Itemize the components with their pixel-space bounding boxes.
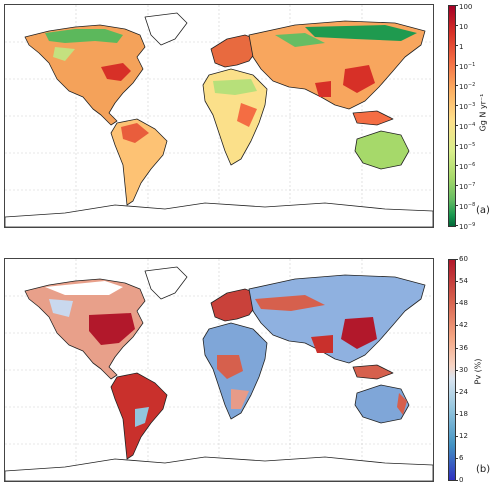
- colorbar-b-tick: 36: [455, 344, 468, 352]
- colorbar-b-title: Pv (%): [473, 358, 483, 385]
- colorbar-a-tick: 10−9: [454, 222, 476, 231]
- colorbar-a-tick: 10−3: [454, 102, 476, 111]
- panel-label-b: (b): [476, 464, 491, 475]
- colorbar-a-tick: 100: [454, 3, 473, 11]
- maritime-se-asia: [352, 364, 394, 380]
- colorbar-b-tick: 30: [455, 366, 468, 374]
- colorbar-b-tick: 6: [454, 454, 464, 462]
- asia: [248, 274, 426, 364]
- colorbar-a-tick: 10−2: [454, 82, 476, 91]
- colorbar-a-tick: 10−7: [454, 182, 476, 191]
- colorbar-a-tick: 10−5: [454, 142, 476, 151]
- australia: [354, 384, 410, 424]
- colorbar-a-tick: 10: [455, 23, 468, 31]
- map-panel-a: 100 10 1 10−1 10−2 10−3 10−4 10−5 10−6 1…: [4, 3, 490, 231]
- colorbar-a-tick: 1: [454, 43, 464, 51]
- panel-label-a: (a): [476, 205, 490, 216]
- map-panel-b: 60 54 48 42 36 30 24 18 12 6 0 Pv (%) (b…: [0, 243, 500, 486]
- greenland: [144, 266, 188, 300]
- antarctica: [5, 202, 433, 227]
- europe: [210, 34, 262, 68]
- colorbar-b-tick: 12: [455, 432, 468, 440]
- colorbar-a-tick: 10−1: [454, 62, 476, 71]
- world-map-b: [4, 258, 434, 482]
- colorbar-a-title: Gg N yr⁻¹: [478, 93, 488, 132]
- colorbar-b-tick: 48: [455, 299, 468, 307]
- colorbar-a-tick: 10−6: [454, 162, 476, 171]
- colorbar-a-tick: 10−4: [454, 122, 476, 131]
- colorbar-a-tick: 10−8: [454, 202, 476, 211]
- colorbar-b-tick: 18: [455, 410, 468, 418]
- colorbar-b-tick: 24: [455, 388, 468, 396]
- colorbar-b-tick: 54: [455, 277, 468, 285]
- colorbar-b-tick: 42: [455, 321, 468, 329]
- colorbar-a: [448, 5, 456, 227]
- world-map-a: [4, 4, 434, 228]
- maritime-se-asia: [352, 110, 394, 126]
- south-america: [110, 118, 168, 206]
- europe: [210, 288, 262, 322]
- antarctica: [5, 456, 433, 481]
- greenland: [144, 12, 188, 46]
- colorbar-b-tick: 60: [455, 255, 468, 263]
- colorbar-b-tick: 0: [454, 476, 464, 484]
- australia: [354, 130, 410, 170]
